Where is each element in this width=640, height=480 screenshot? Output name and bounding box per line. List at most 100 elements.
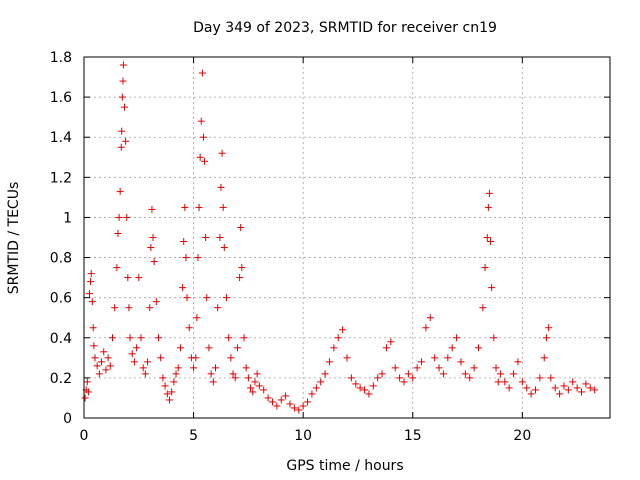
data-point xyxy=(573,384,581,392)
data-point xyxy=(560,382,568,390)
grid-layer xyxy=(84,57,610,418)
data-point xyxy=(247,384,255,392)
data-point xyxy=(205,344,213,352)
data-point xyxy=(249,388,257,396)
data-point xyxy=(193,314,201,322)
data-point xyxy=(95,370,103,378)
data-point xyxy=(273,402,281,410)
data-point xyxy=(325,358,333,366)
data-point xyxy=(102,366,110,374)
x-tick-label: 5 xyxy=(189,428,198,444)
data-point xyxy=(148,205,156,213)
data-point xyxy=(161,382,169,390)
data-point xyxy=(352,380,360,388)
data-point xyxy=(514,358,522,366)
data-point xyxy=(466,374,474,382)
data-point xyxy=(182,254,190,262)
y-tick-label: 1.6 xyxy=(50,90,72,106)
data-point xyxy=(547,374,555,382)
data-point xyxy=(185,324,193,332)
data-point xyxy=(475,344,482,352)
data-point xyxy=(531,386,539,394)
data-point xyxy=(391,364,399,372)
data-point xyxy=(165,396,173,404)
data-point xyxy=(264,394,272,402)
data-point xyxy=(147,244,155,252)
data-point xyxy=(237,223,245,231)
data-point xyxy=(170,378,178,386)
data-point xyxy=(361,386,369,394)
data-point xyxy=(118,93,126,101)
data-point xyxy=(227,354,235,362)
data-point xyxy=(282,392,290,400)
data-point xyxy=(121,103,129,111)
data-point xyxy=(174,364,182,372)
data-point xyxy=(578,388,586,396)
y-tick-label: 1.2 xyxy=(50,170,72,186)
y-tick-label: 1.8 xyxy=(50,50,72,66)
data-point xyxy=(253,370,261,378)
data-point xyxy=(117,143,125,151)
data-point xyxy=(85,290,93,298)
data-point xyxy=(123,213,131,221)
data-point xyxy=(118,127,126,135)
y-tick-label: 0 xyxy=(63,411,72,427)
data-point xyxy=(108,334,116,342)
data-point xyxy=(93,362,101,370)
data-point xyxy=(150,258,158,266)
data-point xyxy=(378,370,386,378)
data-point xyxy=(260,386,268,394)
data-point xyxy=(87,270,95,278)
data-point xyxy=(536,374,544,382)
data-point xyxy=(133,344,141,352)
data-point xyxy=(240,334,248,342)
data-point xyxy=(233,344,241,352)
data-point xyxy=(90,342,98,350)
data-point xyxy=(236,274,244,282)
data-point xyxy=(157,354,165,362)
data-point xyxy=(114,229,122,237)
data-point xyxy=(222,294,230,302)
data-point xyxy=(295,406,303,414)
data-point xyxy=(106,362,114,370)
data-point xyxy=(330,344,338,352)
data-point xyxy=(290,404,298,412)
data-point xyxy=(181,203,189,211)
data-point xyxy=(400,378,408,386)
data-point xyxy=(192,354,200,362)
data-point xyxy=(426,314,434,322)
data-point xyxy=(501,378,509,386)
data-point xyxy=(231,374,239,382)
data-point xyxy=(510,370,518,378)
data-point xyxy=(374,374,382,382)
data-point xyxy=(218,149,226,157)
data-point xyxy=(365,390,373,398)
data-point xyxy=(159,374,167,382)
data-points xyxy=(81,61,599,414)
data-point xyxy=(488,284,496,292)
data-point xyxy=(312,384,320,392)
data-point xyxy=(255,382,263,390)
data-point xyxy=(149,234,157,241)
chart-title: Day 349 of 2023, SRMTID for receiver cn1… xyxy=(193,20,497,36)
data-point xyxy=(196,153,204,161)
data-point xyxy=(180,238,188,246)
data-point xyxy=(190,364,198,372)
data-point xyxy=(369,382,377,390)
data-point xyxy=(168,388,176,396)
data-point xyxy=(286,400,294,408)
data-point xyxy=(111,304,119,312)
y-tick-label: 0.6 xyxy=(50,291,72,307)
data-point xyxy=(404,370,412,378)
data-point xyxy=(87,278,95,286)
data-point xyxy=(197,117,205,125)
data-point xyxy=(299,402,307,410)
x-tick-label: 15 xyxy=(404,428,422,444)
data-point xyxy=(542,334,550,342)
data-point xyxy=(527,390,535,398)
x-tick-label: 20 xyxy=(513,428,531,444)
data-point xyxy=(321,370,329,378)
data-point xyxy=(422,324,430,332)
data-point xyxy=(343,354,351,362)
